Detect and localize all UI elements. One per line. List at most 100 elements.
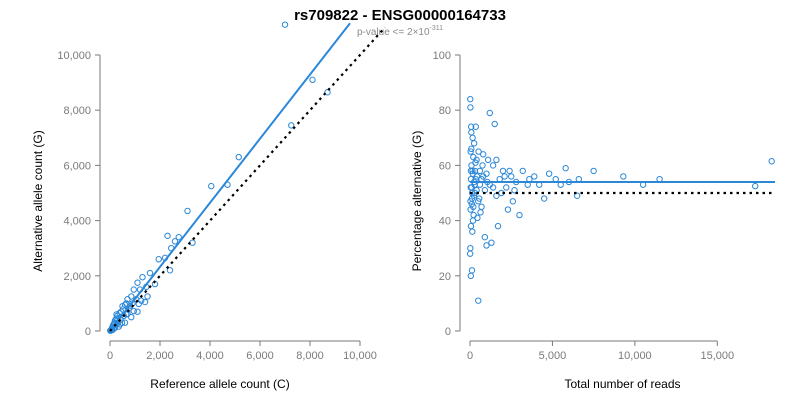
- data-point: [141, 298, 149, 306]
- data-point: [166, 267, 174, 274]
- data-point: [467, 123, 475, 130]
- x-tick-label: 8,000: [296, 350, 324, 362]
- data-point: [475, 198, 482, 205]
- data-point: [469, 217, 477, 224]
- data-point: [477, 209, 484, 216]
- data-point: [489, 184, 497, 191]
- right-scatter-panel: 0 5,000 10,000 15,000 0 20 40 60 80 100 Total numb…: [410, 50, 775, 391]
- data-point: [479, 173, 487, 180]
- y-tick-label: 6,000: [63, 160, 91, 172]
- x-tick-label: 0: [107, 350, 113, 362]
- data-point: [467, 222, 475, 230]
- data-point: [768, 158, 775, 165]
- data-point: [467, 245, 474, 252]
- data-point: [506, 167, 513, 175]
- data-point: [479, 162, 486, 169]
- data-point: [590, 167, 597, 175]
- data-point: [545, 170, 553, 177]
- data-point: [540, 195, 548, 202]
- data-point: [475, 297, 482, 304]
- x-tick-label: 15,000: [700, 350, 734, 362]
- x-tick-label: 5,000: [539, 350, 567, 362]
- data-point: [175, 233, 182, 241]
- data-point: [620, 173, 627, 180]
- data-point: [139, 273, 146, 281]
- data-point: [107, 327, 114, 334]
- data-point: [486, 109, 493, 117]
- x-axis-title: Total number of reads: [564, 377, 680, 391]
- data-point: [481, 233, 489, 241]
- data-point: [484, 156, 492, 164]
- x-tick-label: 6,000: [246, 350, 274, 362]
- x-tick-label: 2,000: [146, 350, 174, 362]
- y-tick-label: 100: [433, 50, 451, 62]
- reference-line: [109, 26, 386, 332]
- y-tick-label: 0: [85, 326, 91, 338]
- data-point: [467, 95, 474, 103]
- data-point: [130, 307, 137, 315]
- data-point: [752, 182, 759, 190]
- data-point: [467, 272, 475, 279]
- data-point: [467, 104, 474, 111]
- data-point: [503, 184, 510, 191]
- data-point: [499, 167, 507, 175]
- data-point: [134, 279, 141, 286]
- y-tick-label: 80: [439, 105, 451, 117]
- data-point: [509, 198, 517, 205]
- left-scatter-panel: 0 2,000 4,000 6,000 8,000 10,000 0 2,000 4,000 6,…: [31, 21, 386, 391]
- data-point: [128, 293, 135, 300]
- data-point: [470, 211, 477, 219]
- y-tick-label: 8,000: [63, 105, 91, 117]
- y-tick-label: 10,000: [57, 50, 91, 62]
- data-point: [472, 123, 479, 130]
- data-point: [124, 296, 131, 303]
- data-point: [146, 269, 154, 277]
- data-point: [489, 162, 497, 169]
- data-point: [288, 122, 295, 129]
- x-axis-title: Reference allele count (C): [150, 377, 289, 391]
- y-tick-label: 2,000: [63, 271, 91, 283]
- data-point: [134, 308, 141, 315]
- data-point: [470, 192, 478, 199]
- x-tick-label: 10,000: [618, 350, 652, 362]
- data-point: [511, 187, 518, 194]
- y-tick-label: 0: [445, 326, 451, 338]
- data-point: [475, 148, 482, 155]
- chart-subtitle: p-value <= 2×10-311: [357, 25, 443, 38]
- data-point: [208, 182, 215, 190]
- data-point: [479, 151, 487, 158]
- data-point: [470, 140, 478, 147]
- data-point: [171, 238, 179, 245]
- data-point: [470, 153, 477, 161]
- data-point: [235, 153, 242, 161]
- data-point: [184, 207, 191, 215]
- fit-line: [109, 22, 351, 332]
- data-point: [516, 211, 523, 219]
- data-point: [128, 314, 135, 321]
- data-point: [531, 173, 538, 180]
- x-tick-label: 4,000: [196, 350, 224, 362]
- data-point: [472, 159, 479, 166]
- data-point: [309, 76, 316, 84]
- data-point: [155, 256, 162, 263]
- data-point: [562, 164, 569, 172]
- y-tick-label: 20: [439, 271, 451, 283]
- data-point: [468, 267, 476, 274]
- data-point: [508, 173, 515, 180]
- data-point: [466, 250, 474, 257]
- y-tick-label: 4,000: [63, 216, 91, 228]
- data-point: [468, 145, 475, 153]
- data-point: [483, 242, 490, 249]
- data-point: [478, 203, 485, 211]
- data-point: [476, 195, 483, 202]
- data-point: [189, 239, 196, 246]
- data-point: [130, 286, 137, 293]
- data-point: [468, 129, 475, 136]
- x-tick-label: 0: [467, 350, 473, 362]
- subtitle-prefix: p-value <= 2×10: [357, 27, 430, 38]
- data-point: [467, 148, 474, 155]
- data-point: [573, 192, 581, 199]
- data-point: [468, 200, 476, 208]
- y-axis-title: Alternative allele count (G): [31, 130, 45, 271]
- data-point: [164, 232, 171, 239]
